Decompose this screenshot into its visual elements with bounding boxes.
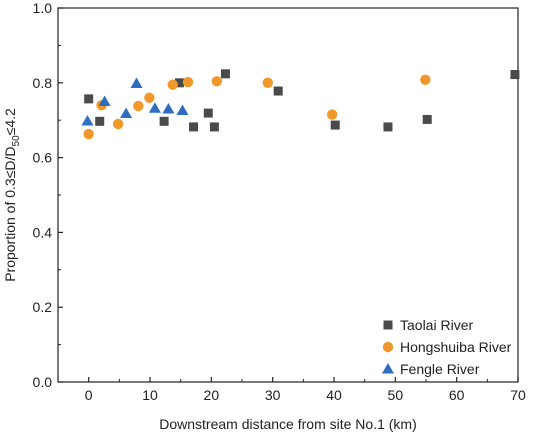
x-tick-label: 30 (265, 387, 281, 403)
y-tick-label: 0.0 (33, 374, 53, 390)
taolai-river-point (95, 116, 105, 126)
legend-label-fengle-river: Fengle River (400, 361, 480, 377)
x-tick-label: 20 (204, 387, 220, 403)
y-tick-label: 0.6 (33, 150, 53, 166)
legend: Taolai River Hongshuiba River Fengle River (382, 317, 512, 377)
legend-label-taolai-river: Taolai River (400, 317, 473, 333)
legend-label-hongshuiba-river: Hongshuiba River (400, 339, 512, 355)
legend-marker-fengle-river (382, 363, 394, 374)
fengle-river-point (162, 102, 175, 114)
hongshuiba-river-point (167, 79, 178, 90)
y-tick-label: 0.2 (33, 299, 53, 315)
legend-marker-taolai-river (383, 320, 393, 330)
legend-marker-hongshuiba-river (382, 341, 394, 353)
fengle-river-point (176, 104, 189, 115)
taolai-river-point (84, 94, 94, 104)
x-axis: 0 10 20 30 40 50 60 70 (85, 377, 526, 403)
taolai-river-point (203, 108, 213, 118)
x-tick-label: 50 (388, 387, 404, 403)
y-axis-title-subscript: 50 (11, 135, 22, 147)
fengle-river-point (120, 107, 133, 118)
y-axis: 0.0 0.2 0.4 0.6 0.8 1.0 (33, 0, 63, 390)
hongshuiba-river-point (144, 92, 155, 103)
x-tick-label: 70 (510, 387, 526, 403)
x-tick-label: 0 (85, 387, 93, 403)
hongshuiba-river-point (420, 74, 431, 86)
y-axis-title: Proportion of 0.3≤D/D50≤4.2 (2, 108, 22, 282)
taolai-river-point (220, 69, 230, 79)
fengle-river-point (98, 95, 111, 106)
x-tick-label: 40 (326, 387, 342, 403)
fengle-river-point (81, 114, 94, 126)
taolai-river-point (510, 70, 520, 80)
fengle-river-point (130, 77, 143, 89)
taolai-river-point (174, 78, 184, 88)
taolai-river-point (189, 122, 199, 132)
y-tick-label: 1.0 (33, 0, 53, 16)
hongshuiba-river-point (326, 109, 338, 120)
taolai-river-point (422, 114, 432, 124)
y-tick-label: 0.4 (33, 224, 53, 240)
taolai-river-point (209, 122, 219, 132)
taolai-river-point (383, 122, 393, 132)
y-axis-title-prefix: Proportion of 0.3≤D/D (2, 146, 18, 281)
data-points (81, 69, 520, 140)
hongshuiba-river-point (133, 100, 144, 112)
hongshuiba-river-point (112, 118, 124, 130)
taolai-river-point (159, 116, 169, 126)
taolai-river-point (330, 120, 340, 130)
fengle-river-point (148, 102, 161, 113)
y-tick-label: 0.8 (33, 75, 53, 91)
hongshuiba-river-point (182, 76, 194, 88)
hongshuiba-river-point (262, 77, 273, 89)
x-axis-title: Downstream distance from site No.1 (km) (159, 416, 417, 432)
hongshuiba-river-point (211, 76, 223, 87)
taolai-river-point (273, 86, 283, 96)
x-tick-label: 60 (449, 387, 465, 403)
x-tick-label: 10 (142, 387, 158, 403)
hongshuiba-river-point (83, 128, 94, 140)
y-axis-title-suffix: ≤4.2 (2, 108, 18, 135)
